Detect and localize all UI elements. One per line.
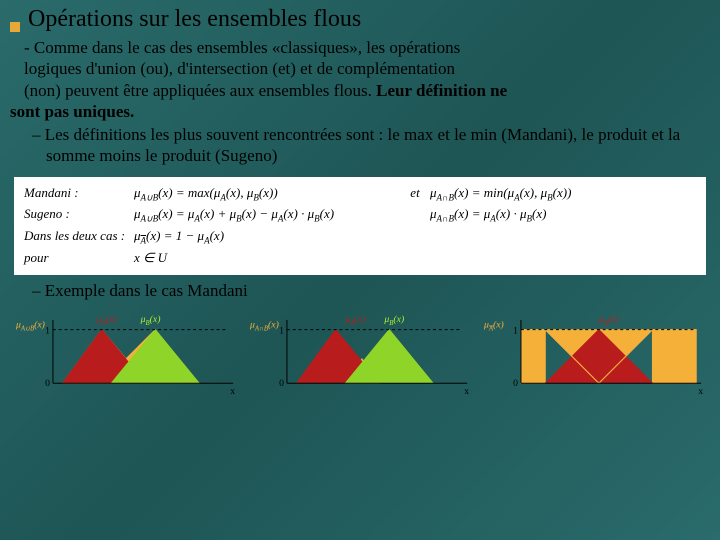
chart1-ylabel: μA∪B(x) (15, 320, 45, 333)
chart3-x-label: x (698, 386, 703, 397)
formula-et-1: et (400, 183, 430, 205)
chart3-comp-fill-left (521, 330, 545, 384)
title-row: Opérations sur les ensembles flous (10, 6, 710, 33)
chart-union: μA∪B(x) μA(x) μB(x) 1 0 x (14, 309, 238, 399)
sub-bullet-1: – Les définitions les plus souvent renco… (46, 124, 710, 167)
chart2-tick-0: 0 (279, 378, 284, 389)
slide: Opérations sur les ensembles flous - Com… (0, 0, 720, 399)
chart-complement: μA(x) μA(x) 1 0 x (482, 309, 706, 399)
slide-title: Opérations sur les ensembles flous (28, 6, 361, 33)
chart3-ylabel: μA(x) (483, 320, 504, 333)
charts-row: μA∪B(x) μA(x) μB(x) 1 0 x (14, 309, 706, 399)
formula-row-domain: pour x ∈ U (24, 248, 696, 269)
formula-row-mandani: Mandani : μA∪B(x) = max(μA(x), μB(x)) et… (24, 183, 696, 205)
formula-row-sugeno: Sugeno : μA∪B(x) = μA(x) + μB(x) − μA(x)… (24, 204, 696, 226)
chart2-b-line (345, 330, 433, 384)
chart1-tick-0: 0 (45, 378, 50, 389)
chart1-tick-1: 1 (45, 326, 50, 337)
formula-complement: μA(x) = 1 − μA(x) (134, 226, 696, 248)
para-line-2: logiques d'union (ou), d'intersection (e… (24, 59, 455, 78)
formula-label-sugeno: Sugeno : (24, 204, 134, 226)
chart2-a-label: μA(x) (344, 314, 365, 327)
chart2-tick-1: 1 (279, 326, 284, 337)
chart3-a-label: μA(x) (598, 314, 619, 327)
bullet-icon (10, 22, 20, 32)
chart2-ylabel: μA∩B(x) (249, 320, 279, 333)
para-line-3: (non) peuvent être appliquées aux ensemb… (24, 81, 372, 100)
chart3-tick-1: 1 (513, 326, 518, 337)
chart2-b-label: μB(x) (383, 314, 404, 327)
chart1-x-label: x (230, 386, 235, 397)
chart3-comp-fill-right (652, 330, 696, 384)
example-line: – Exemple dans le cas Mandani (46, 281, 710, 301)
formula-sugeno-inter: μA∩B(x) = μA(x) · μB(x) (430, 204, 696, 226)
formula-row-complement: Dans les deux cas : μA(x) = 1 − μA(x) (24, 226, 696, 248)
formula-block: Mandani : μA∪B(x) = max(μA(x), μB(x)) et… (14, 177, 706, 276)
chart1-a-label: μA(x) (96, 314, 117, 327)
chart-intersection: μA∩B(x) μA(x) μB(x) 1 0 x (248, 309, 472, 399)
formula-sugeno-union: μA∪B(x) = μA(x) + μB(x) − μA(x) · μB(x) (134, 204, 400, 226)
chart3-tick-0: 0 (513, 378, 518, 389)
paragraph: - Comme dans le cas des ensembles «class… (24, 37, 710, 122)
formula-label-both: Dans les deux cas : (24, 226, 134, 248)
formula-domain: x ∈ U (134, 248, 696, 269)
formula-label-mandani: Mandani : (24, 183, 134, 205)
formula-label-pour: pour (24, 248, 134, 269)
para-line-1: - Comme dans le cas des ensembles «class… (24, 38, 460, 57)
formula-mandani-inter: μA∩B(x) = min(μA(x), μB(x)) (430, 183, 696, 205)
chart2-x-label: x (464, 386, 469, 397)
para-line-3b: Leur définition ne (376, 81, 507, 100)
para-line-4: sont pas uniques. (10, 102, 134, 121)
formula-mandani-union: μA∪B(x) = max(μA(x), μB(x)) (134, 183, 400, 205)
chart1-b-label: μB(x) (140, 314, 161, 327)
